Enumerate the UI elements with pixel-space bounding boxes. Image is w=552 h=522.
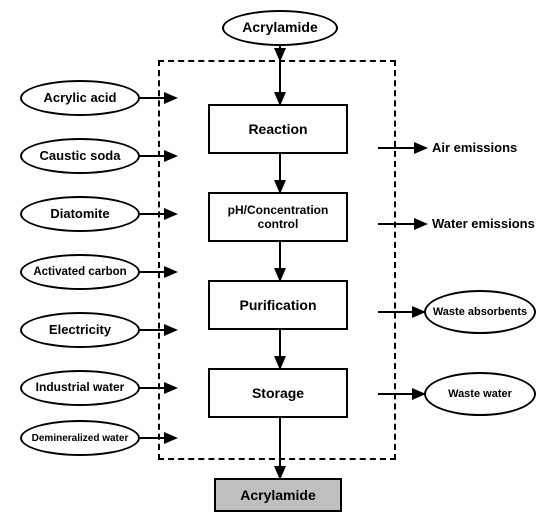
right-text-output-1: Water emissions [432,216,535,231]
top-input-label: Acrylamide [242,20,317,35]
left-input-label-4: Electricity [49,323,111,337]
process-step-label-2: Purification [233,297,322,313]
process-step-label-0: Reaction [242,121,313,137]
left-input-1: Caustic soda [20,138,140,174]
right-ellipse-output-0: Waste absorbents [424,290,536,334]
process-step-label-3: Storage [246,385,310,401]
left-input-label-0: Acrylic acid [44,91,117,105]
top-input-acrylamide: Acrylamide [222,10,338,46]
bottom-output-acrylamide: Acrylamide [214,478,342,512]
right-ellipse-label-1: Waste water [448,388,512,400]
bottom-output-label: Acrylamide [240,487,315,503]
right-text-output-0: Air emissions [432,140,517,155]
left-input-label-1: Caustic soda [40,149,121,163]
left-input-label-6: Demineralized water [32,433,129,444]
right-ellipse-output-1: Waste water [424,372,536,416]
left-input-6: Demineralized water [20,420,140,456]
process-step-2: Purification [208,280,348,330]
left-input-label-5: Industrial water [36,381,125,394]
left-input-2: Diatomite [20,196,140,232]
process-step-1: pH/Concentration control [208,192,348,242]
left-input-label-2: Diatomite [50,207,109,221]
process-step-label-1: pH/Concentration control [210,203,346,231]
left-input-5: Industrial water [20,370,140,406]
right-ellipse-label-0: Waste absorbents [433,306,527,318]
left-input-label-3: Activated carbon [33,266,126,279]
process-step-0: Reaction [208,104,348,154]
process-step-3: Storage [208,368,348,418]
left-input-4: Electricity [20,312,140,348]
left-input-3: Activated carbon [20,254,140,290]
left-input-0: Acrylic acid [20,80,140,116]
